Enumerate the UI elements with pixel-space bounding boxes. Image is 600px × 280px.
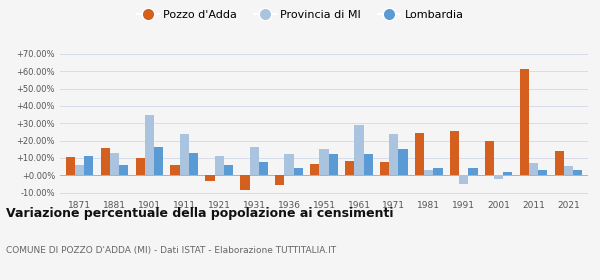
- Bar: [494, 175, 503, 179]
- Bar: [364, 154, 373, 175]
- Text: Variazione percentuale della popolazione ai censimenti: Variazione percentuale della popolazione…: [6, 207, 394, 220]
- Bar: [110, 153, 119, 175]
- Bar: [215, 156, 224, 175]
- Bar: [450, 131, 460, 175]
- Bar: [389, 134, 398, 175]
- Bar: [275, 175, 284, 185]
- Text: COMUNE DI POZZO D'ADDA (MI) - Dati ISTAT - Elaborazione TUTTITALIA.IT: COMUNE DI POZZO D'ADDA (MI) - Dati ISTAT…: [6, 246, 336, 255]
- Bar: [136, 158, 145, 175]
- Bar: [319, 149, 329, 175]
- Bar: [380, 162, 389, 175]
- Bar: [555, 151, 564, 175]
- Bar: [424, 170, 433, 175]
- Bar: [310, 164, 319, 175]
- Bar: [293, 168, 302, 175]
- Bar: [469, 168, 478, 175]
- Bar: [119, 165, 128, 175]
- Bar: [398, 149, 407, 175]
- Bar: [574, 170, 583, 175]
- Bar: [241, 175, 250, 190]
- Bar: [433, 168, 443, 175]
- Bar: [346, 161, 355, 175]
- Bar: [179, 134, 188, 175]
- Bar: [84, 156, 93, 175]
- Bar: [538, 170, 547, 175]
- Bar: [415, 133, 424, 175]
- Bar: [460, 175, 469, 184]
- Bar: [65, 157, 74, 175]
- Bar: [74, 165, 84, 175]
- Bar: [355, 125, 364, 175]
- Bar: [520, 69, 529, 175]
- Bar: [224, 165, 233, 175]
- Bar: [284, 154, 293, 175]
- Bar: [205, 175, 215, 181]
- Bar: [154, 148, 163, 175]
- Bar: [529, 163, 538, 175]
- Bar: [485, 141, 494, 175]
- Bar: [145, 115, 154, 175]
- Legend: Pozzo d'Adda, Provincia di MI, Lombardia: Pozzo d'Adda, Provincia di MI, Lombardia: [132, 6, 468, 24]
- Bar: [329, 153, 338, 175]
- Bar: [503, 172, 512, 175]
- Bar: [188, 153, 198, 175]
- Bar: [564, 166, 574, 175]
- Bar: [250, 148, 259, 175]
- Bar: [101, 148, 110, 175]
- Bar: [170, 165, 179, 175]
- Bar: [259, 162, 268, 175]
